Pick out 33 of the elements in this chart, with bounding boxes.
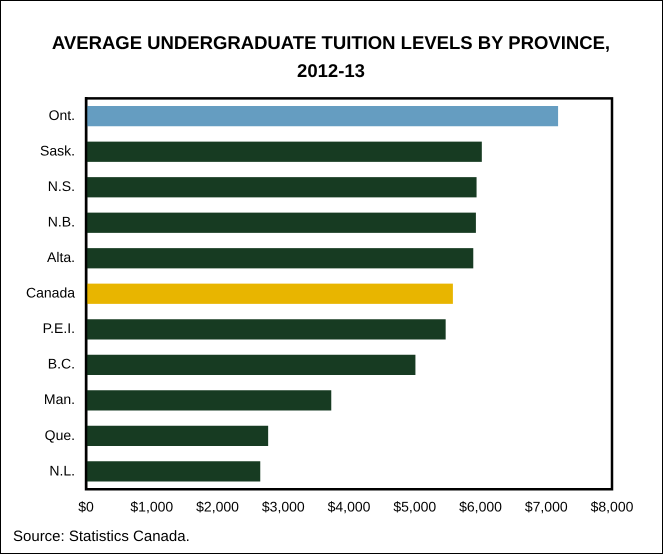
bar [86,354,416,375]
bar [86,177,477,198]
bar [86,106,558,126]
y-tick-label: Sask. [40,142,76,159]
bar [86,248,474,268]
bar [86,390,332,411]
y-tick-label: N.S. [48,178,76,194]
x-tick-label: $2,000 [196,498,240,514]
y-tick-label: Que. [44,426,76,443]
y-tick-label: N.B. [48,214,76,230]
x-tick-label: $6,000 [459,498,502,514]
x-tick-label: $3,000 [262,498,305,514]
bar [86,212,476,233]
source-note: Source: Statistics Canada. [13,528,190,545]
y-tick-label: Canada [26,284,76,301]
chart-title: AVERAGE UNDERGRADUATE TUITION LEVELS BY PROVINCE, 2012-13 [50,31,612,83]
x-tick-label: $1,000 [130,498,174,514]
y-tick-label: N.L. [49,462,76,478]
x-tick-label: $0 [78,498,94,514]
bar [86,142,482,162]
y-tick-label: Alta. [47,249,76,266]
y-tick-label: Ont. [48,107,76,124]
bar [86,461,260,482]
x-tick-label: $8,000 [590,498,634,514]
x-tick-label: $7,000 [524,498,568,514]
bar [86,426,268,446]
bar [86,319,446,340]
x-tick-label: $4,000 [328,498,371,514]
y-tick-label: Man. [44,391,76,408]
y-tick-label: P.E.I. [42,320,76,336]
y-tick-label: B.C. [48,356,76,372]
bar [86,284,453,304]
x-tick-label: $5,000 [393,498,436,514]
